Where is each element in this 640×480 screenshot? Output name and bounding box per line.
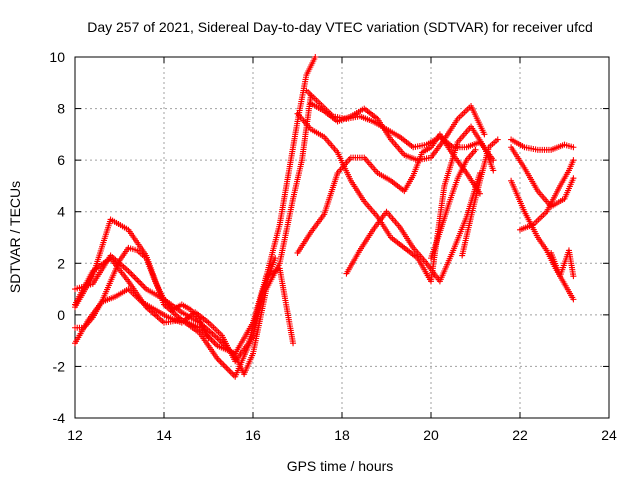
data-point — [570, 175, 577, 182]
data-point — [138, 281, 145, 288]
data-point — [215, 357, 222, 364]
y-tick-label: -4 — [53, 410, 66, 426]
data-point — [570, 157, 577, 164]
series-trace-4 — [72, 255, 279, 365]
series-trace-8 — [294, 110, 497, 285]
x-tick-label: 16 — [245, 427, 261, 443]
x-tick-label: 12 — [67, 427, 83, 443]
grid — [75, 57, 609, 418]
data-point — [570, 273, 577, 280]
y-tick-label: 10 — [49, 49, 65, 65]
y-axis-label: SDTVAR / TECUs — [7, 181, 23, 293]
data-point — [490, 167, 497, 174]
x-tick-label: 18 — [334, 427, 350, 443]
series-trace-5 — [72, 244, 212, 342]
series-trace-17 — [548, 247, 577, 280]
data-point — [209, 338, 216, 345]
data-point — [494, 136, 501, 143]
data-point — [223, 364, 230, 371]
data-points — [72, 54, 577, 380]
data-point — [472, 146, 479, 153]
y-tick-label: 6 — [57, 152, 65, 168]
y-tick-label: 0 — [57, 307, 65, 323]
data-point — [131, 274, 138, 281]
x-tick-label: 14 — [156, 427, 172, 443]
series-trace-13 — [508, 136, 577, 153]
data-point — [129, 272, 136, 279]
data-point — [141, 284, 148, 291]
data-point — [570, 296, 577, 303]
data-point — [135, 278, 142, 285]
data-point — [218, 360, 225, 367]
x-tick-label: 22 — [512, 427, 528, 443]
data-point — [272, 255, 279, 262]
data-point — [570, 144, 577, 151]
y-tick-label: -2 — [53, 358, 66, 374]
data-point — [290, 340, 297, 347]
data-point — [128, 271, 135, 278]
data-point — [132, 275, 139, 282]
y-tick-label: 4 — [57, 204, 65, 220]
x-tick-label: 20 — [423, 427, 439, 443]
data-point — [211, 339, 218, 346]
data-point — [226, 367, 233, 374]
data-point — [227, 369, 234, 376]
data-point — [312, 54, 319, 60]
series-trace-3 — [72, 255, 297, 380]
data-point — [126, 269, 133, 276]
series-trace-10 — [343, 170, 483, 285]
chart-title: Day 257 of 2021, Sidereal Day-to-day VTE… — [87, 19, 593, 35]
data-point — [205, 335, 212, 342]
data-point — [229, 370, 236, 377]
data-point — [481, 131, 488, 138]
series-trace-15 — [517, 157, 577, 233]
series-trace-12 — [459, 136, 501, 259]
data-point — [140, 283, 147, 290]
data-point — [217, 358, 224, 365]
y-tick-label: 8 — [57, 101, 65, 117]
x-axis-label: GPS time / hours — [287, 458, 394, 474]
data-point — [134, 277, 141, 284]
data-point — [137, 280, 144, 287]
y-tick-label: 2 — [57, 255, 65, 271]
x-tick-label: 24 — [601, 427, 617, 443]
data-point — [224, 366, 231, 373]
series-trace-7 — [307, 100, 488, 164]
series-trace-11 — [428, 146, 479, 262]
data-point — [221, 363, 228, 370]
